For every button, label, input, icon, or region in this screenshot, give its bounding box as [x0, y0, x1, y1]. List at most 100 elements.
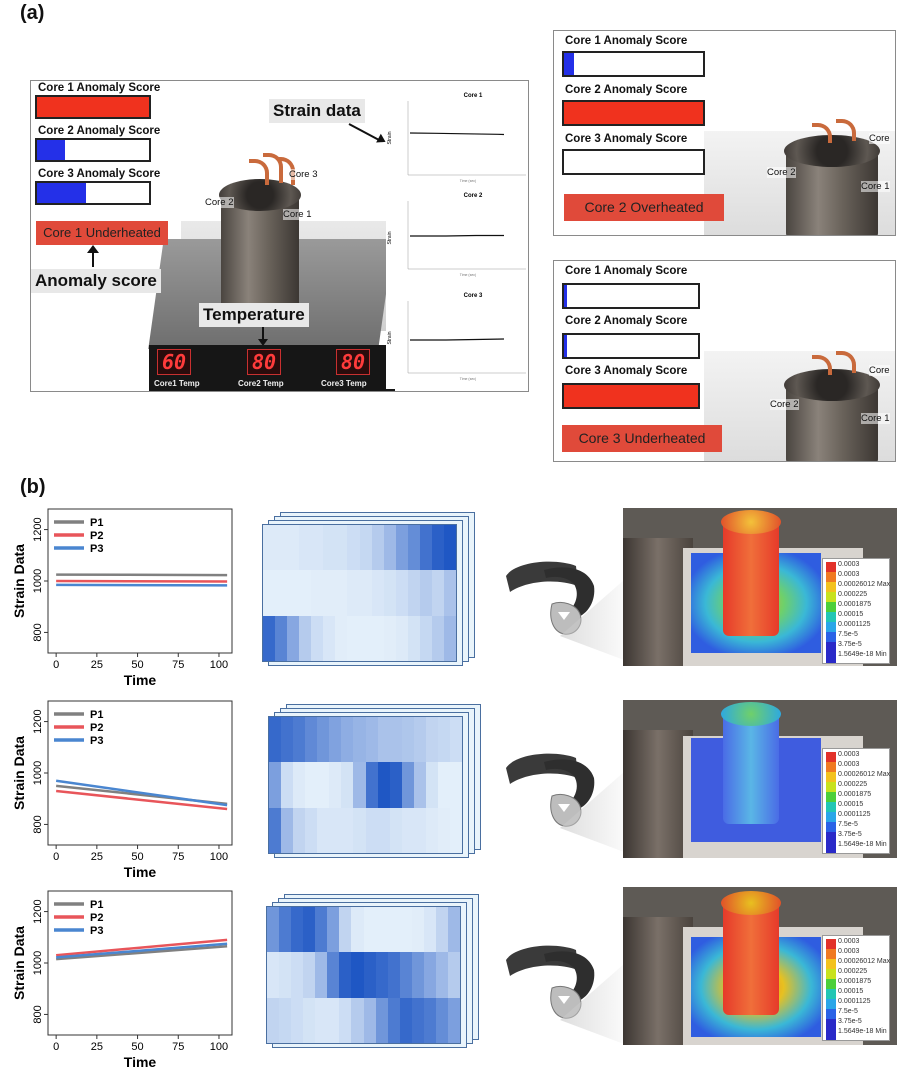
heatmap-cell	[365, 762, 378, 808]
heatmap-stack-3	[266, 890, 484, 1050]
heatmap-cell	[351, 907, 364, 953]
core-2-score-bar	[35, 138, 151, 162]
heatmap-cell	[351, 952, 364, 998]
heatmap-cell	[407, 525, 420, 571]
fem-legend: 0.0003 0.0003 0.00026012 Max 0.000225 0.0001…	[822, 748, 890, 854]
heatmap-cell	[275, 615, 288, 661]
core-1-temp-label: Core1 Temp	[154, 379, 200, 388]
core-3-score-bar	[562, 383, 700, 409]
fem-legend-label: 7.5e-5	[838, 1008, 858, 1015]
fem-legend-swatch	[826, 642, 836, 653]
wire	[836, 119, 856, 141]
heatmap-cell	[323, 615, 336, 661]
core-2-score-bar	[562, 333, 700, 359]
heatmap-cell	[365, 807, 378, 853]
heatmap-cell	[315, 907, 328, 953]
x-tick-label: 0	[53, 1041, 59, 1053]
plot-frame	[47, 700, 233, 846]
heatmap-cell	[293, 762, 306, 808]
fem-legend-label: 3.75e-5	[838, 641, 862, 648]
heatmap-cell	[311, 570, 324, 616]
fem-legend-swatch	[826, 572, 836, 583]
fem-legend-swatch	[826, 792, 836, 803]
heatmap-cell	[395, 615, 408, 661]
heatmap-cell	[269, 762, 282, 808]
heatmap-cell	[371, 525, 384, 571]
y-tick-label: 1000	[32, 951, 44, 975]
heatmap-cell	[335, 570, 348, 616]
core-label: Core	[869, 365, 890, 376]
strain-line-chart-2: 0 25 50 75 100 800 1000 1200 Time Strain Data P1P2…	[11, 700, 233, 880]
heatmap-cell	[353, 717, 366, 763]
core-label: Core 3	[289, 169, 318, 180]
heatmap-cell	[419, 525, 432, 571]
heatmap-cell	[383, 525, 396, 571]
fem-legend-label: 1.5649e-18 Min	[838, 651, 887, 658]
fem-ar-view-3: 0.0003 0.0003 0.00026012 Max 0.000225 0.0001…	[623, 887, 897, 1045]
fem-legend-label: 0.0003	[838, 561, 860, 568]
heatmap-cell	[347, 615, 360, 661]
fem-legend-label: 0.00026012 Max	[838, 581, 891, 588]
fem-legend-swatch	[826, 762, 836, 773]
printed-cylinder	[623, 917, 693, 1045]
core-1-temp-value: 60	[157, 349, 191, 375]
heatmap-cell	[359, 615, 372, 661]
temperature-display-panel: 60 Core1 Temp 80 Core2 Temp 80 Core3 Tem…	[149, 345, 395, 391]
fem-cylinder	[723, 897, 779, 1015]
panel-b-label: (b)	[20, 476, 46, 498]
heatmap-cell	[335, 615, 348, 661]
fem-legend-label: 0.00015	[838, 611, 864, 618]
core-label: Core 1	[861, 181, 890, 192]
cylinder-top	[784, 135, 880, 167]
x-tick-label: 100	[210, 851, 228, 863]
fem-legend-swatch	[826, 632, 836, 643]
heatmap-cell	[449, 762, 462, 808]
heatmap-cell	[353, 762, 366, 808]
heatmap-cell	[299, 570, 312, 616]
core-1-score-bar	[562, 283, 700, 309]
heatmap-cell	[341, 717, 354, 763]
dashboard-core-2-overheated: Core Core 2 Core 1 Core 1 Anomaly Score …	[553, 30, 896, 236]
legend-label: P1	[90, 899, 103, 911]
heatmap-cell	[299, 615, 312, 661]
core-label: Core 2	[205, 197, 234, 208]
heatmap-stack-1	[262, 508, 480, 666]
wire	[836, 351, 856, 373]
heatmap-cell	[305, 807, 318, 853]
mini-chart-line	[410, 234, 504, 237]
heatmap-cell	[399, 952, 412, 998]
legend-label: P2	[90, 530, 103, 542]
heatmap-cell	[293, 807, 306, 853]
status-banner: Core 1 Underheated	[36, 221, 168, 245]
ar-headset-icon	[506, 561, 595, 635]
x-tick-label: 25	[91, 851, 103, 863]
legend-label: P3	[90, 735, 103, 747]
fem-legend-swatch	[826, 1019, 836, 1030]
fem-legend-swatch	[826, 612, 836, 623]
fem-cylinder	[723, 708, 779, 824]
heatmap-cell	[279, 907, 292, 953]
heatmap-cell	[423, 997, 436, 1043]
heatmap-cell	[329, 807, 342, 853]
legend-label: P3	[90, 543, 103, 555]
heatmap-cell	[351, 997, 364, 1043]
heatmap-cell	[389, 807, 402, 853]
fem-cylinder	[723, 516, 779, 636]
mini-chart-line	[410, 338, 505, 341]
heatmap-cell	[443, 525, 456, 571]
heatmap-cell	[419, 615, 432, 661]
core-1-score-fill	[564, 53, 574, 75]
x-tick-label: 50	[131, 851, 143, 863]
temperature-callout: Temperature	[199, 303, 309, 327]
x-tick-label: 50	[131, 1041, 143, 1053]
y-tick-label: 1200	[32, 709, 44, 733]
wire	[812, 355, 832, 375]
fem-legend-label: 0.00015	[838, 988, 864, 995]
fem-legend-swatch	[826, 782, 836, 793]
mini-chart-title: Core 3	[464, 293, 483, 299]
heatmap-cell	[377, 717, 390, 763]
x-axis-label: Time	[124, 1054, 157, 1070]
y-tick-label: 800	[32, 623, 44, 641]
heatmap-cell	[435, 952, 448, 998]
y-axis-label: Strain Data	[11, 926, 27, 1000]
